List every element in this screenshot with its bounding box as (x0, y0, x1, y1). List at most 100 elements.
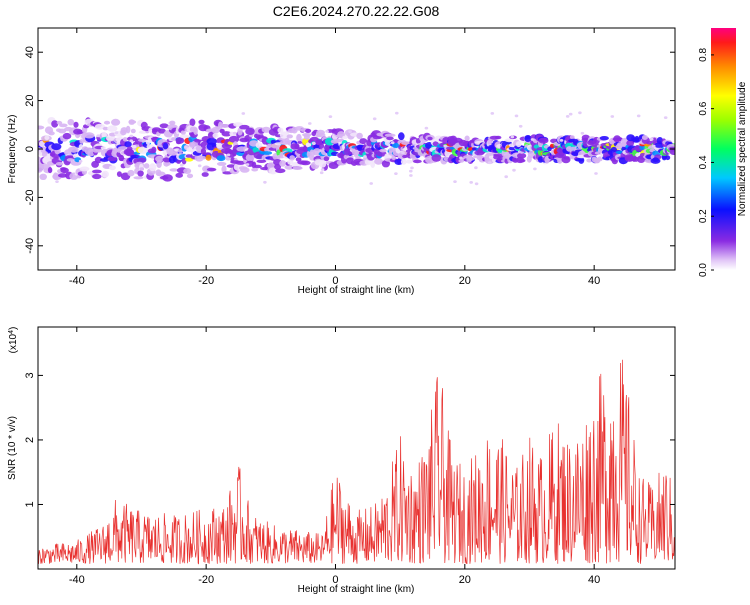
spectrogram-cell-566 (287, 128, 295, 134)
spectrogram-cell-1377 (656, 137, 664, 145)
colorbar-tick-label-1: 0.2 (698, 209, 709, 223)
spectrogram-cell-363 (198, 119, 205, 125)
spectrogram-cell-1446 (390, 141, 395, 145)
snr-x-tick-label-0: -40 (69, 574, 85, 586)
spectrogram-cell-196 (124, 141, 132, 148)
spectrogram-cell-82 (69, 146, 79, 153)
spectrogram-cell-1463 (510, 135, 515, 139)
spectrogram-cell-451 (237, 127, 243, 136)
spectrogram-cell-1431 (114, 131, 119, 135)
spectrogram-cell-162 (106, 135, 116, 142)
spectrogram-panel: -40 -20 0 20 40 -40 -20 0 20 40 Height of straig… (7, 27, 676, 296)
spectrogram-x-axis-label: Height of straight line (km) (298, 285, 415, 296)
spectrogram-cell-1430 (320, 168, 325, 171)
spectrogram-cell-580 (297, 140, 303, 144)
spectrogram-y-tick-label-0: -40 (24, 238, 36, 254)
spectrogram-cell-601 (305, 128, 312, 133)
spectrogram-cell-1456 (410, 166, 414, 170)
spectrogram-cell-450 (235, 160, 246, 165)
spectrogram-cell-1434 (610, 115, 615, 118)
spectrogram-cell-314 (176, 160, 181, 164)
spectrogram-cell-869 (427, 136, 433, 141)
spectrogram-cell-801 (394, 158, 404, 165)
spectrogram-cell-810 (400, 158, 407, 165)
spectrogram-cell-139 (94, 123, 106, 130)
spectrogram-cell-209 (127, 169, 135, 177)
snr-x-tick-label-2: 0 (332, 574, 338, 586)
spectrogram-y-tick-label-4: 40 (24, 46, 36, 58)
snr-line-plot (38, 359, 675, 565)
spectrogram-cell-147 (100, 146, 106, 150)
spectrogram-cell-1451 (157, 116, 162, 119)
spectrogram-cell-1426 (394, 172, 398, 176)
spectrogram-cell-741 (370, 160, 376, 168)
spectrogram-cell-491 (253, 164, 262, 169)
spectrogram-cell-171 (111, 118, 121, 126)
spectrogram-cell-278 (159, 123, 169, 129)
spectrogram-cell-130 (92, 173, 102, 180)
spectrogram-cell-212 (130, 154, 141, 159)
spectrogram-cell-1462 (533, 167, 537, 171)
spectrogram-cell-642 (323, 156, 330, 162)
spectrogram-cell-218 (131, 144, 137, 149)
spectrogram-cell-63 (59, 123, 68, 128)
spectrogram-cell-74 (66, 158, 74, 162)
spectrogram-cell-359 (195, 144, 203, 152)
colorbar-gradient (711, 28, 736, 270)
spectrogram-cell-1459 (197, 164, 202, 168)
spectrogram-cell-1421 (459, 156, 463, 160)
spectrogram-cell-435 (228, 135, 240, 143)
spectrogram-cell-458 (240, 167, 250, 173)
spectrogram-cell-31 (48, 131, 55, 136)
spectrogram-cell-239 (137, 146, 149, 154)
spectrogram-cell-635 (318, 160, 327, 168)
spectrogram-cell-573 (295, 157, 302, 162)
spectrogram-cell-319 (175, 137, 185, 144)
spectrogram-cell-1445 (565, 115, 570, 118)
spectrogram-cell-1437 (55, 180, 59, 184)
spectrogram-cell-326 (180, 130, 186, 135)
spectrogram-cell-1438 (594, 172, 598, 175)
spectrogram-cell-678 (342, 135, 348, 140)
spectrogram-cell-411 (221, 165, 227, 173)
spectrogram-cell-615 (311, 131, 317, 137)
spectrogram-cell-83 (73, 121, 79, 128)
spectrogram-cell-1458 (474, 166, 478, 170)
spectrogram-cell-1327 (634, 135, 640, 143)
snr-x-tick-label-3: 20 (459, 574, 471, 586)
spectrogram-cell-55 (57, 173, 68, 178)
spectrogram-cell-1345 (641, 135, 648, 140)
spectrogram-cell-765 (379, 148, 387, 153)
snr-y-axis-label: SNR (10 * v/v) (7, 416, 18, 480)
spectrogram-cell-631 (316, 132, 326, 138)
spectrogram-cell-263 (151, 146, 157, 154)
spectrogram-cell-558 (286, 134, 293, 139)
spectrogram-cell-578 (292, 166, 303, 171)
spectrogram-cell-369 (201, 172, 209, 177)
spectrogram-cell-418 (221, 131, 232, 137)
spectrogram-cell-367 (196, 155, 207, 160)
spectrogram-cell-150 (102, 126, 109, 131)
spectrogram-cell-408 (216, 155, 226, 162)
spectrogram-cell-289 (162, 174, 173, 182)
spectrogram-cell-313 (177, 149, 184, 153)
spectrogram-cell-53 (57, 128, 67, 134)
spectrogram-cell-971 (471, 147, 478, 151)
spectrogram-cell-1440 (514, 114, 519, 118)
spectrogram-cell-1278 (610, 146, 618, 152)
spectrogram-cell-537 (275, 168, 286, 174)
spectrogram-cell-29 (47, 167, 53, 174)
spectrogram-cell-459 (239, 124, 250, 130)
spectrogram-cell-77 (67, 119, 75, 126)
spectrogram-cell-1251 (599, 136, 609, 141)
spectrogram-cell-567 (289, 155, 296, 161)
spectrogram-x-tick-label-4: 40 (588, 275, 600, 287)
snr-multiplier: (x104) (8, 327, 20, 354)
spectrogram-cell-405 (216, 142, 223, 149)
spectrogram-cell-1122 (538, 137, 549, 144)
spectrogram-cell-163 (106, 151, 113, 156)
spectrogram-cell-1419 (488, 161, 492, 165)
spectrogram-cell-393 (212, 132, 219, 139)
spectrogram-cell-1415 (78, 159, 83, 163)
